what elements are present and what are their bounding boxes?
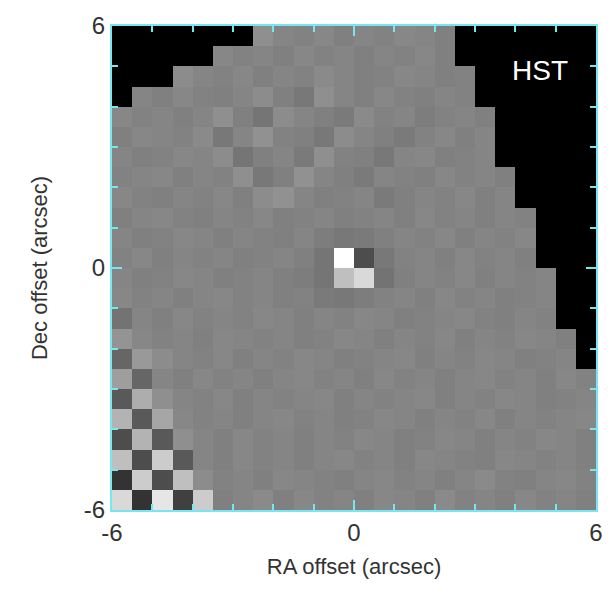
svg-text:0: 0 [92,254,105,281]
svg-text:-6: -6 [84,496,105,523]
svg-text:RA offset (arcsec): RA offset (arcsec) [267,554,441,579]
svg-text:6: 6 [92,12,105,39]
svg-text:0: 0 [347,519,360,546]
svg-text:Dec offset (arcsec): Dec offset (arcsec) [27,176,52,360]
svg-text:-6: -6 [101,519,122,546]
svg-text:HST: HST [512,55,568,86]
svg-text:6: 6 [589,519,602,546]
